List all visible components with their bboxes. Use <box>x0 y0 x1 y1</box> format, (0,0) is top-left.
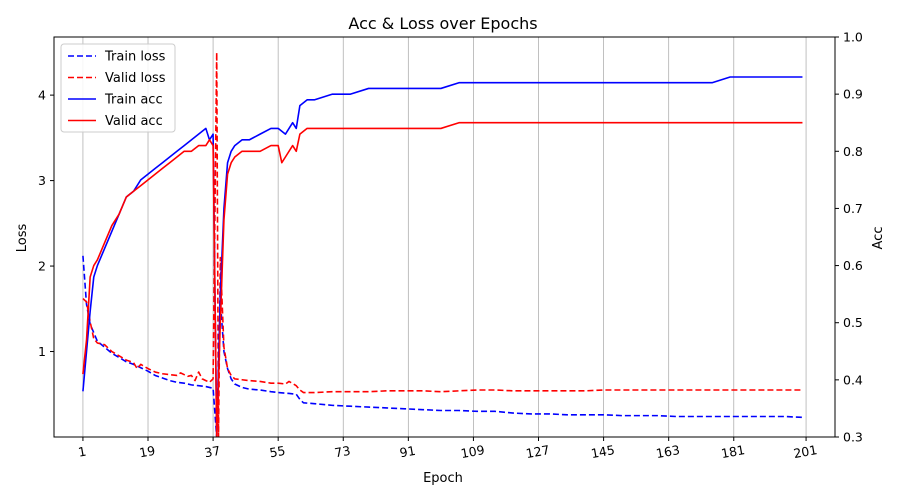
y-right-tick-label: 0.9 <box>843 87 863 102</box>
series-layer <box>82 51 803 437</box>
series-train-loss <box>82 255 803 437</box>
x-tick-label: 127 <box>525 442 551 461</box>
x-tick-label: 91 <box>398 443 416 461</box>
y-right-tick-label: 0.8 <box>843 144 863 159</box>
x-tick-label: 181 <box>720 442 746 461</box>
y-right-tick-label: 0.4 <box>843 372 863 387</box>
y-axis-right-label: Acc <box>871 227 886 250</box>
grid-layer <box>82 37 807 437</box>
x-axis: 1 19 37 55 73 91 109 127 145 163 181 201 <box>77 437 818 461</box>
y-right-tick-label: 0.6 <box>843 258 863 273</box>
x-tick-label: 163 <box>655 442 681 461</box>
x-tick-label: 37 <box>203 443 221 461</box>
chart-title: Acc & Loss over Epochs <box>348 14 537 33</box>
y-axis-right: 0.3 0.4 0.5 0.6 0.7 0.8 0.9 1.0 <box>835 30 863 445</box>
x-tick-label: 73 <box>333 443 351 461</box>
x-tick-label: 19 <box>138 443 156 461</box>
series-valid-loss <box>82 51 803 437</box>
y-axis-left-label: Loss <box>15 224 30 253</box>
legend-label: Valid acc <box>105 114 163 129</box>
series-train-acc <box>82 76 803 437</box>
legend-label: Valid loss <box>105 71 166 86</box>
y-right-tick-label: 0.5 <box>843 315 863 330</box>
x-tick-label: 145 <box>590 442 616 461</box>
y-left-tick-label: 4 <box>38 88 46 103</box>
plot-area <box>82 51 803 437</box>
y-left-tick-label: 1 <box>38 344 46 359</box>
y-left-tick-label: 3 <box>38 173 46 188</box>
legend: Train loss Valid loss Train acc Valid acc <box>60 43 176 133</box>
x-tick-label: 109 <box>460 442 486 461</box>
y-axis-left: 1 2 3 4 <box>38 88 54 359</box>
series-valid-acc <box>82 121 803 437</box>
x-tick-label: 1 <box>77 443 87 459</box>
x-tick-label: 55 <box>268 443 286 461</box>
legend-label: Train acc <box>104 93 163 108</box>
plot-frame <box>53 36 836 438</box>
legend-label: Train loss <box>104 50 166 65</box>
x-axis-label: Epoch <box>423 471 463 486</box>
y-right-tick-label: 0.3 <box>843 430 863 445</box>
y-right-tick-label: 0.7 <box>843 201 863 216</box>
y-left-tick-label: 2 <box>38 259 46 274</box>
x-tick-label: 201 <box>792 442 818 461</box>
y-right-tick-label: 1.0 <box>843 30 863 45</box>
legend-box <box>60 43 176 133</box>
